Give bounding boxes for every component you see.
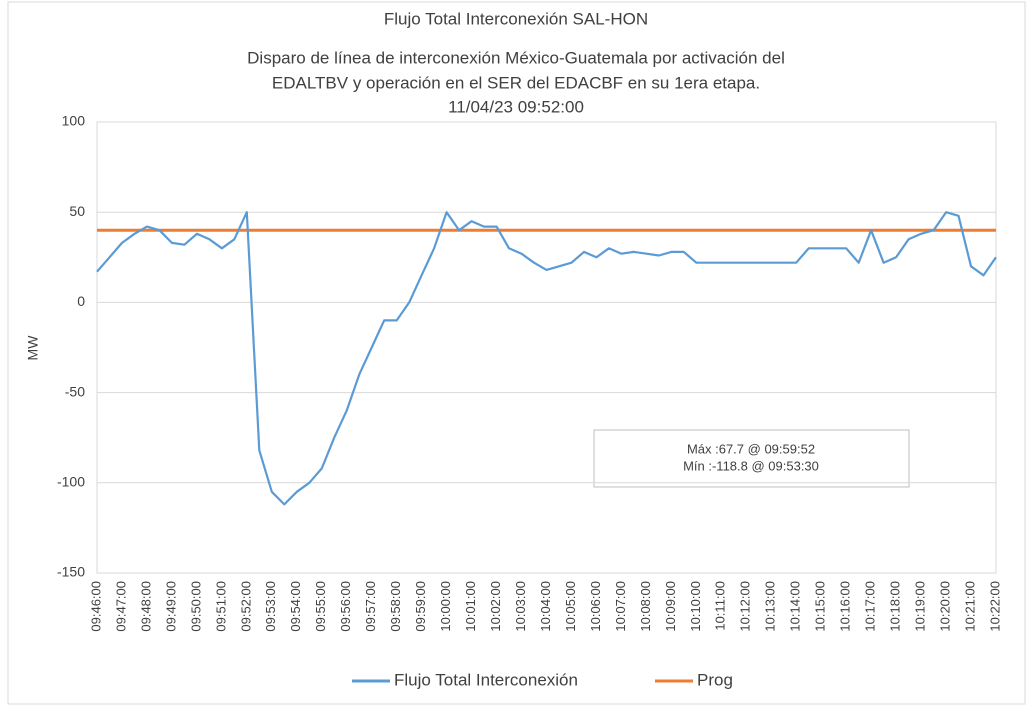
y-axis-label: MW [25,335,41,361]
series-line [96,211,997,506]
y-tick-label: -50 [65,383,85,399]
chart-subtitle: 11/04/23 09:52:00 [448,97,584,116]
chart-title: Flujo Total Interconexión SAL-HON [384,9,648,28]
x-tick-label: 10:01:00 [463,581,478,632]
x-tick-label: 09:48:00 [138,581,153,632]
x-tick-label: 09:47:00 [113,581,128,632]
x-tick-label: 10:10:00 [688,581,703,632]
x-tick-label: 09:57:00 [363,581,378,632]
x-tick-label: 10:18:00 [888,581,903,632]
y-tick-label: 0 [77,293,85,309]
annotation: Mín :-118.8 @ 09:53:30 [683,458,819,473]
x-tick-label: 10:04:00 [538,581,553,632]
x-tick-label: 09:51:00 [213,581,228,632]
x-tick-label: 10:09:00 [663,581,678,632]
x-tick-label: 09:50:00 [188,581,203,632]
x-tick-label: 09:58:00 [388,581,403,632]
x-tick-label: 09:46:00 [88,581,103,632]
x-tick-label: 10:12:00 [738,581,753,632]
x-tick-label: 10:05:00 [563,581,578,632]
x-tick-label: 09:59:00 [413,581,428,632]
chart-subtitle: Disparo de línea de interconexión México… [247,48,785,67]
y-tick-label: 50 [69,203,85,219]
plot-area [96,121,997,574]
x-tick-label: 10:03:00 [513,581,528,632]
x-tick-label: 10:21:00 [962,581,977,632]
x-tick-label: 09:53:00 [263,581,278,632]
x-tick-label: 10:11:00 [713,581,728,631]
y-tick-label: -150 [57,564,85,580]
x-tick-label: 10:20:00 [937,581,952,632]
x-tick-label: 09:56:00 [338,581,353,632]
x-tick-label: 10:07:00 [613,581,628,632]
x-tick-label: 10:19:00 [913,581,928,632]
x-tick-label: 10:02:00 [488,581,503,632]
x-tick-label: 10:08:00 [638,581,653,632]
x-tick-label: 10:13:00 [763,581,778,632]
chart-subtitle: EDALTBV y operación en el SER del EDACBF… [272,73,760,92]
x-tick-label: 09:52:00 [238,581,253,632]
x-tick-label: 10:00:00 [438,581,453,632]
annotation-box [593,429,910,488]
annotation: Máx :67.7 @ 09:59:52 [687,441,815,456]
x-tick-label: 10:16:00 [838,581,853,632]
x-tick-label: 10:06:00 [588,581,603,632]
x-tick-label: 09:49:00 [163,581,178,632]
x-tick-label: 09:54:00 [288,581,303,632]
x-tick-label: 10:14:00 [788,581,803,632]
chart-frame [7,1,1026,705]
y-tick-label: 100 [62,113,86,129]
x-tick-label: 09:55:00 [313,581,328,632]
x-tick-label: 10:15:00 [813,581,828,632]
legend-label: Prog [697,670,733,689]
x-tick-label: 10:17:00 [863,581,878,632]
legend-label: Flujo Total Interconexión [394,670,578,689]
y-tick-label: -100 [57,474,85,490]
x-tick-label: 10:22:00 [987,581,1002,632]
